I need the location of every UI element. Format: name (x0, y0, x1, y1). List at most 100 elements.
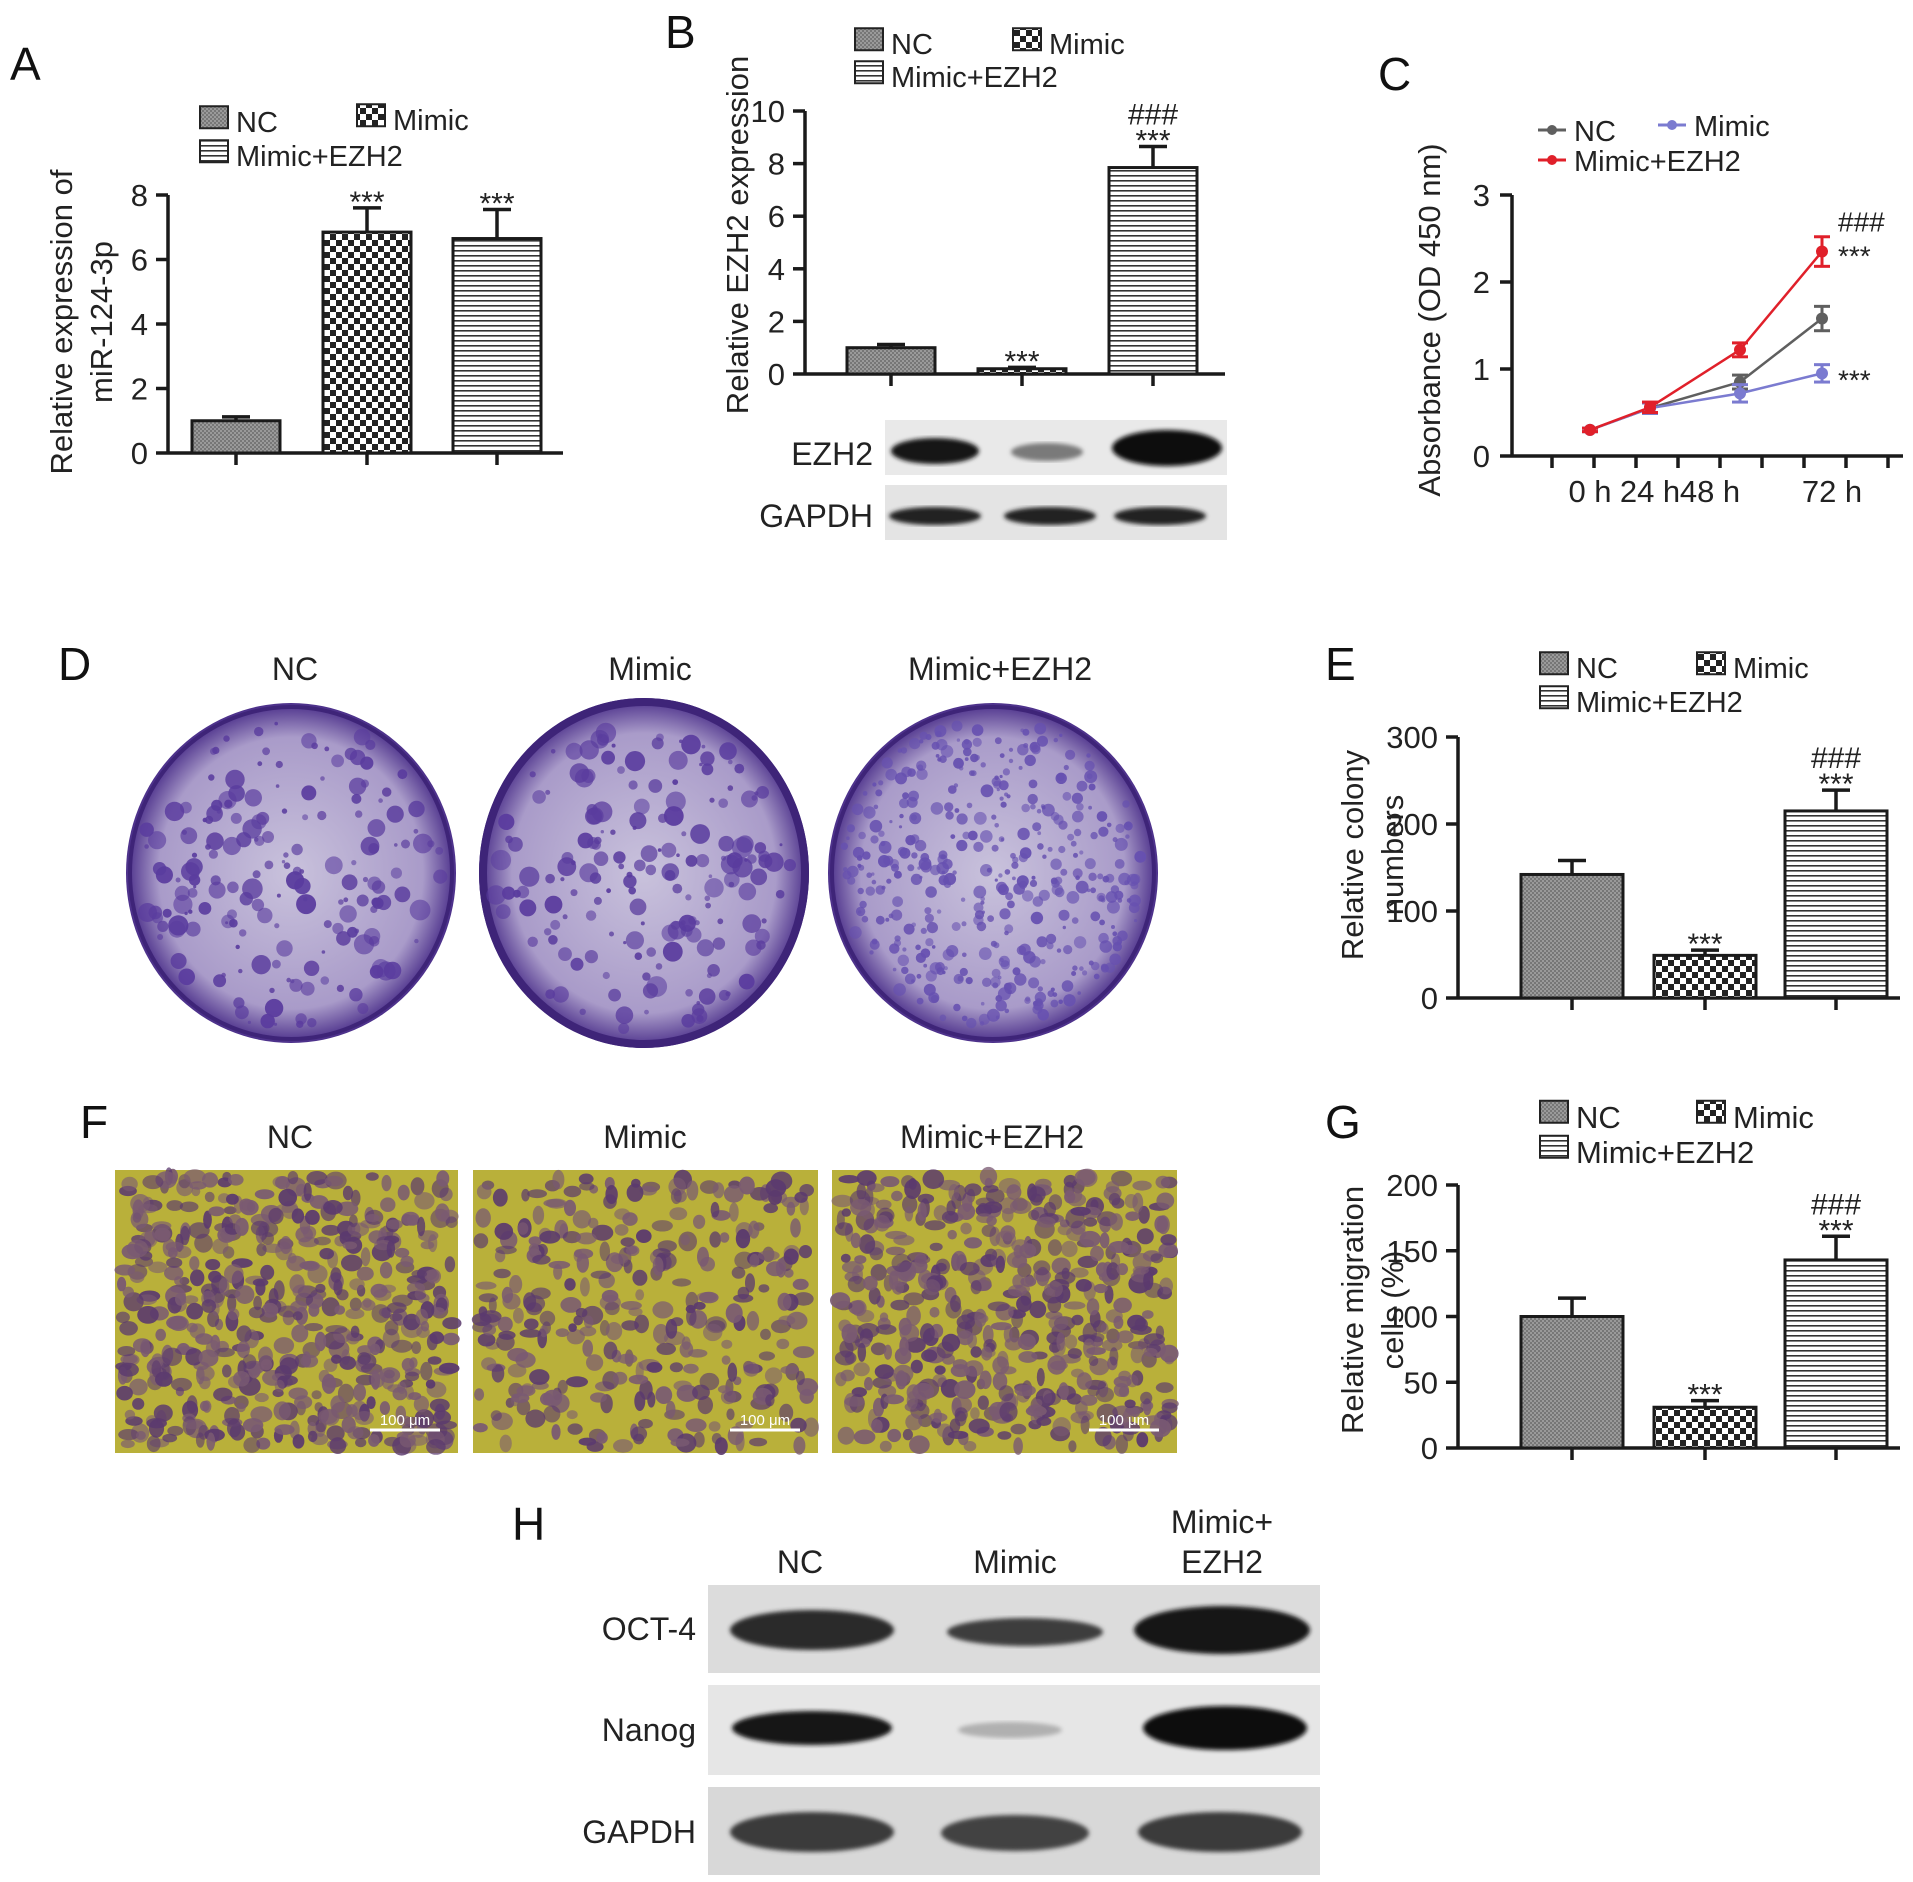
colony-2-244 (980, 896, 985, 902)
legend-label-1: Mimic (1694, 111, 1770, 143)
x-tick-label-3: 72 h (1802, 474, 1862, 509)
colony-2-260 (1024, 997, 1031, 1004)
scale-bar-label-0: 100 μm (380, 1412, 430, 1429)
migrated-cell-2-462 (1011, 1239, 1029, 1253)
colony-1-5 (618, 1023, 630, 1034)
migrated-cell-1-118 (493, 1268, 511, 1279)
migrated-cell-2-119 (1017, 1333, 1036, 1351)
migrated-cell-0-83 (117, 1276, 127, 1292)
colony-2-267 (966, 802, 973, 809)
migrated-cell-2-448 (892, 1280, 904, 1295)
colony-0-148 (339, 905, 357, 923)
colony-2-219 (1058, 999, 1063, 1005)
colony-2-63 (1028, 779, 1038, 789)
colony-1-8 (611, 743, 616, 748)
colony-2-324 (1000, 837, 1005, 842)
colony-2-66 (991, 844, 999, 852)
colony-2-334 (1038, 889, 1050, 901)
migrated-cell-2-434 (979, 1370, 992, 1390)
migrated-cell-0-384 (186, 1395, 198, 1413)
colony-2-127 (952, 870, 957, 875)
panel-letter-g: G (1325, 1096, 1361, 1148)
colony-2-316 (873, 804, 879, 810)
colony-1-102 (696, 854, 710, 868)
migrated-cell-2-507 (924, 1220, 946, 1231)
migrated-cell-1-211 (513, 1307, 524, 1324)
migrated-cell-1-312 (714, 1437, 728, 1455)
migrated-cell-2-251 (964, 1237, 982, 1249)
blot-b-label-gapdh: GAPDH (759, 498, 873, 534)
migrated-cell-1-199 (710, 1201, 720, 1218)
colony-2-416 (1099, 940, 1113, 953)
colony-2-81 (978, 947, 992, 960)
colony-0-145 (299, 869, 305, 874)
migrated-cell-2-414 (950, 1295, 961, 1313)
colony-0-18 (264, 998, 284, 1018)
colony-2-399 (1071, 917, 1079, 924)
blot-h-gapdh-band-mimic (941, 1815, 1089, 1851)
migrated-cell-1-287 (760, 1328, 771, 1340)
migrated-cell-1-251 (795, 1370, 805, 1386)
migrated-cell-0-479 (288, 1252, 297, 1264)
colony-2-192 (916, 997, 924, 1005)
y-axis-label-1: cells (%) (1375, 1251, 1410, 1370)
migrated-cell-2-191 (837, 1426, 855, 1445)
colony-1-4 (600, 830, 604, 834)
migrated-cell-0-306 (260, 1264, 275, 1280)
legend-label-1: Mimic (1049, 29, 1125, 61)
migrated-cell-1-229 (546, 1198, 567, 1209)
colony-1-25 (719, 742, 737, 760)
migrated-cell-2-170 (1086, 1298, 1100, 1316)
colony-2-179 (920, 948, 931, 958)
colony-0-128 (213, 974, 227, 988)
migrated-cell-2-288 (1071, 1314, 1084, 1326)
migrated-cell-2-133 (875, 1199, 892, 1210)
colony-2-309 (953, 1003, 961, 1012)
colony-2-239 (934, 725, 947, 737)
migrated-cell-2-207 (1105, 1309, 1123, 1323)
migrated-cell-0-430 (371, 1304, 391, 1323)
migrated-cell-0-291 (124, 1409, 136, 1420)
colony-1-138 (593, 896, 602, 905)
migrated-cell-2-334 (854, 1255, 867, 1264)
colony-0-102 (275, 784, 280, 788)
colony-1-22 (727, 785, 734, 791)
migrated-cell-2-385 (857, 1342, 867, 1362)
colony-2-176 (987, 915, 994, 922)
colony-2-306 (951, 922, 961, 931)
colony-2-406 (954, 808, 960, 813)
colony-2-391 (1040, 804, 1045, 809)
point-2-0 (1584, 423, 1596, 436)
colony-2-215 (1112, 931, 1118, 937)
migrated-cell-2-323 (1117, 1330, 1134, 1344)
colony-1-0 (608, 988, 621, 1002)
colony-1-49 (615, 1006, 634, 1024)
colony-2-196 (950, 834, 956, 839)
migrated-cell-2-33 (887, 1428, 902, 1443)
colony-0-41 (225, 769, 245, 790)
migrated-cell-1-318 (519, 1329, 542, 1338)
colony-0-76 (371, 897, 381, 907)
colony-2-353 (1084, 770, 1098, 784)
colony-2-138 (909, 738, 921, 750)
significance-ezh2-star: *** (1838, 241, 1871, 272)
migrated-cell-2-504 (857, 1323, 880, 1338)
colony-2-73 (998, 873, 1003, 878)
legend-swatch-0 (1539, 1099, 1569, 1124)
colony-0-67 (386, 805, 404, 823)
migrated-cell-1-114 (683, 1363, 699, 1374)
colony-1-73 (681, 831, 687, 837)
migrated-cell-0-94 (179, 1201, 199, 1213)
migrated-cell-2-443 (1036, 1216, 1056, 1228)
migrated-cell-1-6 (790, 1218, 801, 1238)
colony-0-138 (365, 739, 376, 751)
migrated-cell-0-222 (342, 1185, 354, 1201)
migrated-cell-0-379 (233, 1371, 250, 1387)
colony-0-172 (257, 761, 263, 767)
colony-2-407 (1008, 747, 1014, 752)
colony-2-236 (875, 915, 885, 925)
migrated-cell-0-271 (339, 1231, 352, 1245)
migrated-cell-0-300 (154, 1227, 171, 1242)
